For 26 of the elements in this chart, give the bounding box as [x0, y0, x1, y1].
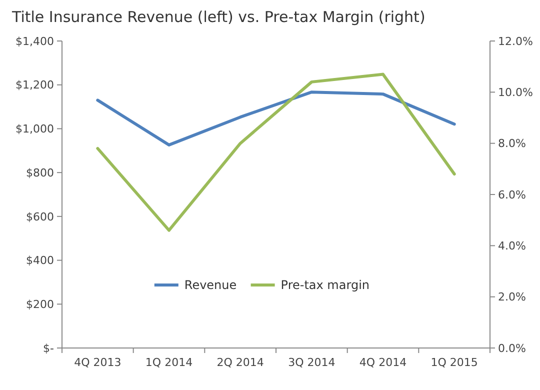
y-tick-label: $1,200 — [16, 78, 54, 92]
y2-tick-label: 6.0% — [498, 188, 526, 202]
y2-tick-label: 2.0% — [498, 290, 526, 304]
y2-tick-label: 4.0% — [498, 240, 526, 253]
x-tick-label: 3Q 2014 — [288, 356, 336, 369]
x-tick-label: 1Q 2014 — [145, 356, 193, 369]
x-tick-label: 2Q 2014 — [216, 356, 264, 369]
y-tick-label: $400 — [26, 254, 54, 268]
y2-tick-label: 10.0% — [498, 86, 533, 100]
y-tick-label: $- — [43, 342, 54, 355]
x-tick-label: 4Q 2013 — [74, 356, 122, 369]
y-tick-label: $200 — [26, 298, 54, 311]
legend-label: Revenue — [184, 278, 237, 292]
y2-tick-label: 12.0% — [498, 34, 533, 48]
y2-tick-label: 8.0% — [498, 137, 526, 150]
y-tick-label: $1,400 — [16, 34, 54, 48]
line-series — [96, 72, 456, 232]
legend-label: Pre-tax margin — [280, 278, 370, 292]
y-tick-label: $800 — [26, 166, 54, 180]
y2-tick-label: 0.0% — [498, 342, 526, 355]
y-tick-label: $600 — [26, 210, 54, 224]
y-tick-label: $1,000 — [16, 122, 54, 136]
x-tick-label: 4Q 2014 — [359, 356, 407, 369]
x-tick-label: 1Q 2015 — [430, 356, 478, 369]
line-series — [96, 90, 456, 146]
chart-title: Title Insurance Revenue (left) vs. Pre-tax Margin (right) — [11, 8, 426, 26]
